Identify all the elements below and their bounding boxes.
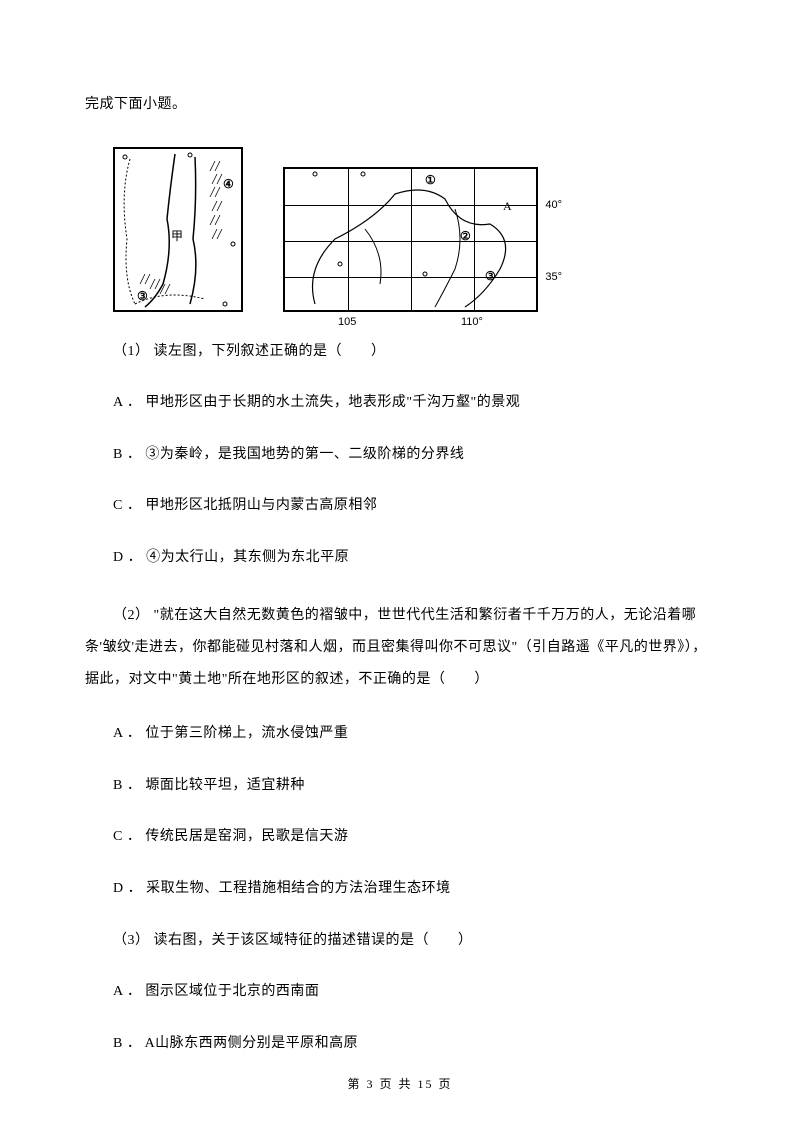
map-label-jia: 甲 [171, 227, 183, 244]
q1-opt-d: D ． ④为太行山，其东侧为东北平原 [85, 548, 715, 568]
q3-opt-b: B ． A山脉东西两侧分别是平原和高原 [85, 1034, 715, 1054]
q2-opt-b: B ． 塬面比较平坦，适宜耕种 [85, 776, 715, 796]
rmap-mark-1: ① [425, 173, 436, 188]
q2-opt-a: A ． 位于第三阶梯上，流水侵蚀严重 [85, 724, 715, 744]
axis-lat-bot: 35° [545, 271, 562, 283]
q2-stem: （2） "就在这大自然无数黄色的褶皱中，世世代代生活和繁衍者千千万万的人，无论沿… [85, 600, 715, 697]
axis-lon-right: 110° [461, 316, 483, 328]
top-instruction: 完成下面小题。 [85, 95, 715, 115]
figure-left-map: 甲 ③ ④ [113, 147, 243, 312]
q1-stem: （1） 读左图，下列叙述正确的是（ ） [85, 342, 715, 362]
axis-lon-left: 105 [338, 316, 356, 328]
figure-right-wrap: ① ② ③ A 40° 35° 105 110° [283, 167, 538, 312]
rmap-mark-2: ② [460, 229, 471, 244]
axis-lat-top: 40° [545, 199, 562, 211]
q1-opt-b: B ． ③为秦岭，是我国地势的第一、二级阶梯的分界线 [85, 445, 715, 465]
page-footer: 第 3 页 共 15 页 [0, 1075, 800, 1092]
figure-right-svg [285, 169, 536, 310]
q3-opt-a: A ． 图示区域位于北京的西南面 [85, 982, 715, 1002]
rmap-mark-3: ③ [485, 269, 496, 284]
map-mark-4: ④ [223, 177, 234, 192]
q1-opt-c: C ． 甲地形区北抵阴山与内蒙古高原相邻 [85, 496, 715, 516]
rmap-mark-A: A [503, 199, 512, 214]
figure-row: 甲 ③ ④ ① [113, 147, 715, 312]
q2-opt-c: C ． 传统民居是窑洞，民歌是信天游 [85, 827, 715, 847]
q3-stem: （3） 读右图，关于该区域特征的描述错误的是（ ） [85, 931, 715, 951]
q2-opt-d: D ． 采取生物、工程措施相结合的方法治理生态环境 [85, 879, 715, 899]
map-mark-3: ③ [137, 289, 148, 304]
figure-right-map: ① ② ③ A [283, 167, 538, 312]
q1-opt-a: A ． 甲地形区由于长期的水土流失，地表形成"千沟万壑"的景观 [85, 393, 715, 413]
